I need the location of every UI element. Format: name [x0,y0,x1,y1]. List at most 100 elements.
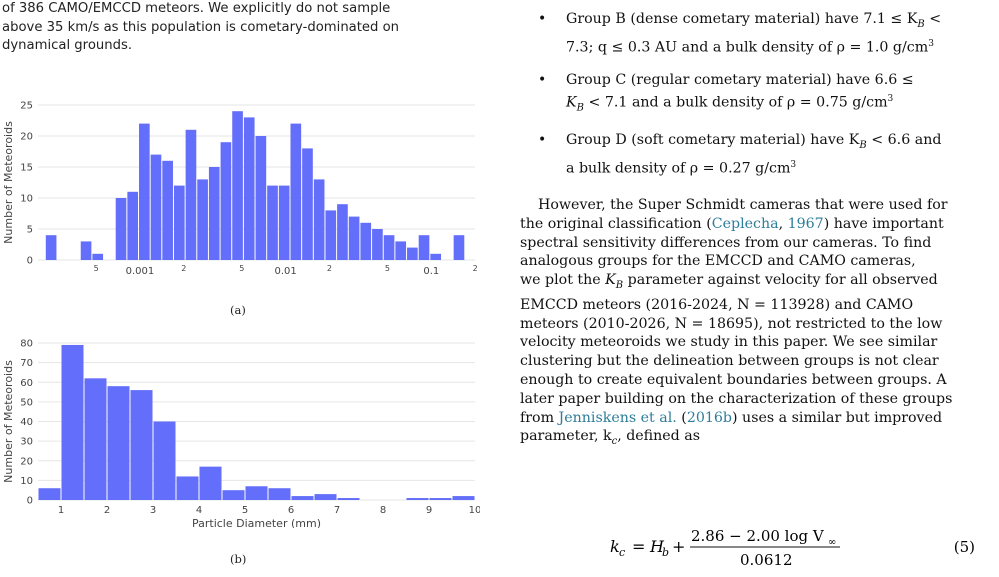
bar [349,217,360,260]
y-tick-label: 10 [20,194,33,205]
y-tick-label: 0 [27,256,33,267]
text-line: , defined as [617,428,700,444]
y-tick-label: 70 [20,358,33,369]
text-line: ) have important [824,216,944,232]
text-line: spectral sensitivity differences from ou… [520,234,996,253]
text-line: dynamical grounds. [2,37,480,56]
bullet-dot: • [538,71,546,90]
bar [246,486,268,500]
caption-a: (a) [230,303,246,317]
bullet-dot: • [538,131,546,150]
x-tick-label: 8 [380,505,386,516]
bar [62,345,84,500]
x-minor-tick-label: 2 [473,264,478,273]
bar [46,235,57,260]
bar [337,204,348,260]
text-line: EMCCD meteors (2016-2024, N = 113928) an… [520,296,996,315]
text-line: of 386 CAMO/EMCCD meteors. We explicitly… [2,0,480,19]
bar [131,390,153,500]
bar [269,488,291,500]
x-minor-tick-label: 2 [181,264,186,273]
x-tick-label: 10 [469,505,480,516]
bar [267,186,278,260]
text-line: velocity meteoroids we study in this pap… [520,333,996,352]
eq-rhs-a-sub: b [662,546,669,559]
text-line: analogous groups for the EMCCD and CAMO … [520,252,996,271]
bullet-c-line-1: Group C (regular cometary material) have… [566,71,996,90]
bullet-d-line-1a: Group D (soft cometary material) have K [566,132,859,148]
bar [223,490,245,500]
bar [154,422,176,501]
bar [209,167,220,260]
x-tick-label: 2 [104,505,110,516]
citation-link[interactable]: Jenniskens et al. [559,410,677,426]
y-tick-label: 20 [20,456,33,467]
y-tick-label: 50 [20,397,33,408]
eq-numerator-sub: ∞ [828,537,836,548]
x-axis-label: Particle Diameter (mm) [192,517,321,528]
bar [314,179,325,260]
text-line: However, the Super Schmidt cameras that … [520,196,996,215]
bullet-d-line-1b: < 6.6 and [867,132,942,148]
citation-year-link[interactable]: 2016b [687,410,732,426]
caption-b: (b) [230,552,246,566]
x-minor-tick-label: 5 [385,264,390,273]
diameter-histogram: 0 10 20 30 40 50 60 70 80 1 2 3 4 5 6 7 8 9 10 Particle Dia… [0,338,480,528]
x-tick-label: 4 [196,505,202,516]
bar [162,161,173,260]
x-tick-label: 9 [426,505,432,516]
bullet-group-d: • Group D (soft cometary material) have … [520,131,996,178]
bar [453,496,475,500]
text-line: later paper building on the characteriza… [520,390,996,409]
bar [372,229,383,260]
y-tick-label: 30 [20,437,33,448]
x-minor-tick-label: 2 [327,264,332,273]
bullet-d-line-2: a bulk density of ρ = 0.27 g/cm [566,160,790,176]
body-paragraph: However, the Super Schmidt cameras that … [520,196,996,452]
bar [200,467,222,500]
eq-number: (5) [954,538,975,556]
text-line: we plot the [520,272,605,288]
bullet-group-b: • Group B (dense cometary material) have… [520,10,996,57]
text-line: meteors (2010-2026, N = 18695), not rest… [520,315,996,334]
x-tick-label: 0.01 [275,266,297,277]
x-tick-label: 3 [150,505,156,516]
text-line: parameter against velocity for all obser… [623,272,938,288]
text-line: enough to create equivalent boundaries b… [520,371,996,390]
x-tick-label: 6 [288,505,294,516]
y-tick-label: 10 [20,476,33,487]
eq-equals: = [632,537,645,556]
bar [85,378,107,500]
x-minor-tick-label: 5 [239,264,244,273]
eq-lhs-sub: c [619,546,625,559]
bar [430,498,452,500]
bar [139,124,150,260]
bar [419,235,430,260]
bar [256,136,267,260]
bar [221,142,232,260]
bullet-b-line-1: Group B (dense cometary material) have 7… [566,11,917,27]
x-tick-label: 5 [242,505,248,516]
citation-year-link[interactable]: 1967 [788,216,824,232]
y-axis-label: Number of Meteoroids [2,360,15,483]
bar [454,235,465,260]
kb-symbol: K [566,95,577,111]
y-tick-label: 5 [27,225,33,236]
bar [384,235,395,260]
bar [81,241,92,260]
bullet-group-c: • Group C (regular cometary material) ha… [520,71,996,118]
y-tick-label: 80 [20,339,33,350]
bullet-c-line-2: < 7.1 and a bulk density of ρ = 0.75 g/c… [584,95,888,111]
citation-link[interactable]: Ceplecha [712,216,779,232]
text-line: parameter, k [520,428,612,444]
bullet-b-line-2: 7.3; q ≤ 0.3 AU and a bulk density of ρ … [566,39,928,55]
bar [395,241,406,260]
bar [116,198,127,260]
text-line: clustering but the delineation between g… [520,352,996,371]
bar [360,223,371,260]
bar [244,117,255,260]
bar [302,148,313,260]
bar [174,186,185,260]
x-tick-label: 1 [58,505,64,516]
bar [186,130,197,260]
